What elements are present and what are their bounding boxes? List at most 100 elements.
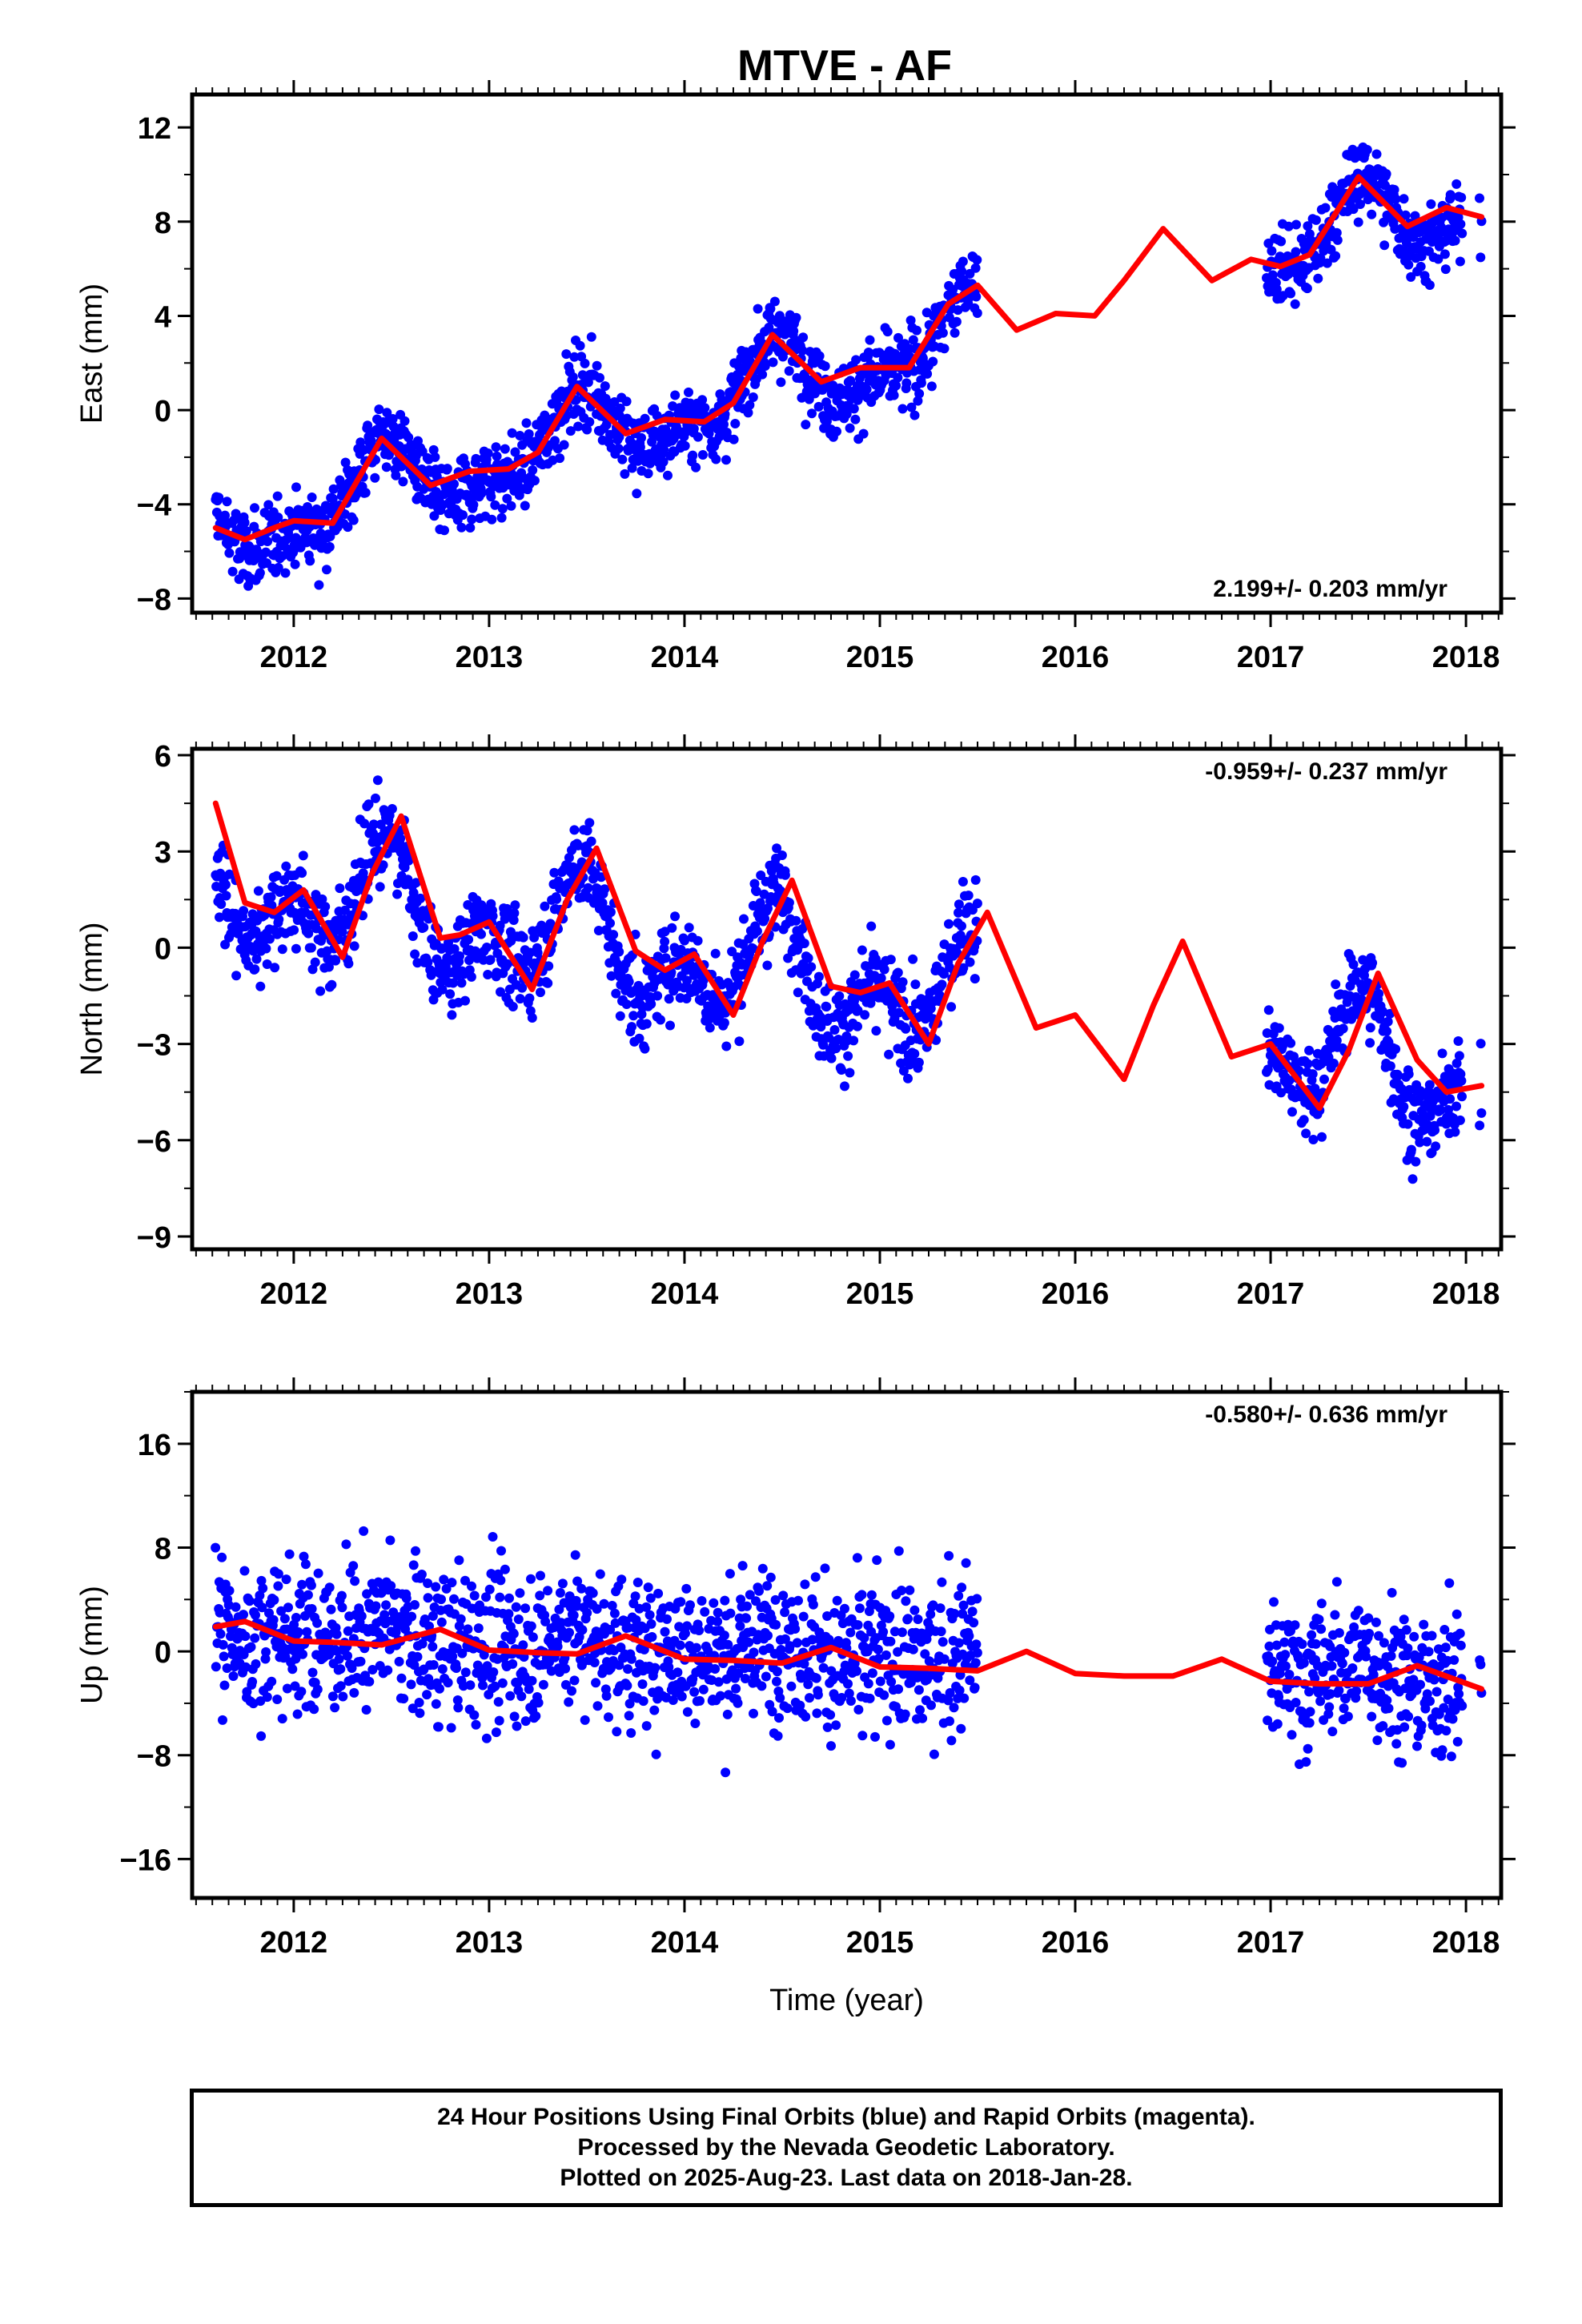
data-point	[555, 1588, 565, 1598]
data-point	[447, 1010, 457, 1020]
data-point	[725, 1608, 736, 1618]
data-point	[748, 392, 758, 402]
data-point	[695, 1695, 705, 1706]
data-point	[1291, 1698, 1301, 1707]
data-point	[251, 1659, 261, 1669]
data-point	[803, 953, 813, 963]
rate-label: 2.199+/- 0.203 mm/yr	[1213, 576, 1447, 602]
data-point	[382, 408, 392, 418]
data-point	[564, 1627, 574, 1638]
data-point	[958, 877, 968, 887]
data-point	[1401, 1625, 1411, 1635]
data-point	[214, 493, 224, 503]
data-point	[512, 1721, 522, 1731]
data-point	[407, 1611, 417, 1622]
data-point	[793, 1595, 803, 1606]
data-point	[410, 949, 420, 959]
data-point	[954, 907, 963, 918]
data-point	[790, 1624, 801, 1634]
data-point	[614, 432, 624, 442]
data-point	[1286, 288, 1296, 299]
data-point	[952, 948, 962, 958]
data-point	[798, 1611, 809, 1622]
data-point	[951, 316, 962, 327]
data-point	[768, 357, 778, 368]
data-point	[1420, 1703, 1431, 1714]
data-point	[487, 514, 497, 525]
data-point	[394, 1656, 404, 1667]
data-point	[490, 500, 500, 510]
data-point	[1429, 1675, 1439, 1685]
data-point	[423, 1578, 433, 1588]
data-point	[670, 390, 681, 400]
data-point	[791, 915, 801, 926]
data-point	[700, 403, 710, 413]
data-point	[721, 1041, 732, 1051]
data-point	[684, 387, 693, 397]
data-point	[393, 879, 403, 888]
data-point	[1365, 1023, 1375, 1033]
data-point	[429, 511, 440, 521]
model-line-north	[212, 800, 1485, 1112]
data-point	[312, 1684, 323, 1695]
data-point	[1334, 1628, 1344, 1638]
data-point	[864, 1606, 874, 1616]
data-point	[323, 962, 334, 972]
data-point	[1324, 1702, 1335, 1712]
data-point	[926, 1003, 936, 1014]
data-point	[406, 1679, 416, 1690]
data-point	[513, 1614, 524, 1624]
data-point	[1456, 219, 1466, 229]
data-point	[762, 960, 773, 971]
data-point	[774, 1713, 784, 1723]
data-point	[638, 1696, 648, 1707]
x-tick-label: 2014	[651, 1277, 719, 1311]
data-point	[865, 1693, 875, 1703]
data-point	[1408, 1675, 1419, 1685]
data-point	[526, 1574, 536, 1584]
data-point	[820, 361, 830, 372]
data-point	[926, 1609, 936, 1619]
data-point	[785, 1641, 795, 1651]
data-point	[972, 1594, 982, 1604]
data-point	[849, 970, 860, 980]
data-point	[355, 1656, 366, 1667]
data-point	[341, 1539, 351, 1550]
data-point	[1339, 1703, 1349, 1714]
data-point	[1267, 1656, 1278, 1667]
data-point	[1422, 1120, 1432, 1130]
data-point	[529, 932, 540, 943]
data-point	[849, 1035, 859, 1046]
data-point	[1476, 1108, 1487, 1118]
data-point	[564, 853, 574, 862]
data-point	[600, 884, 610, 895]
data-point	[852, 1666, 861, 1676]
data-point	[401, 1593, 412, 1603]
data-point	[505, 1691, 516, 1701]
data-point	[482, 943, 492, 952]
data-point	[752, 926, 762, 936]
data-point	[244, 1596, 255, 1606]
data-point	[592, 1701, 603, 1711]
data-point	[478, 1680, 488, 1691]
data-point	[322, 565, 331, 575]
data-point	[721, 1767, 731, 1778]
data-point	[428, 1660, 439, 1670]
data-point	[721, 455, 731, 465]
data-point	[411, 1546, 420, 1556]
data-point	[1314, 1614, 1324, 1625]
data-point	[972, 255, 982, 265]
data-point	[504, 1593, 514, 1603]
x-tick-label: 2014	[651, 641, 719, 674]
data-point	[643, 1582, 653, 1593]
data-point	[495, 1592, 505, 1602]
data-point	[239, 1566, 250, 1576]
data-point	[893, 1684, 904, 1695]
data-point	[1323, 1709, 1334, 1719]
data-point	[355, 437, 366, 448]
data-point	[840, 1603, 849, 1614]
data-point	[309, 1704, 319, 1715]
data-point	[739, 914, 749, 924]
data-point	[1395, 1631, 1406, 1642]
